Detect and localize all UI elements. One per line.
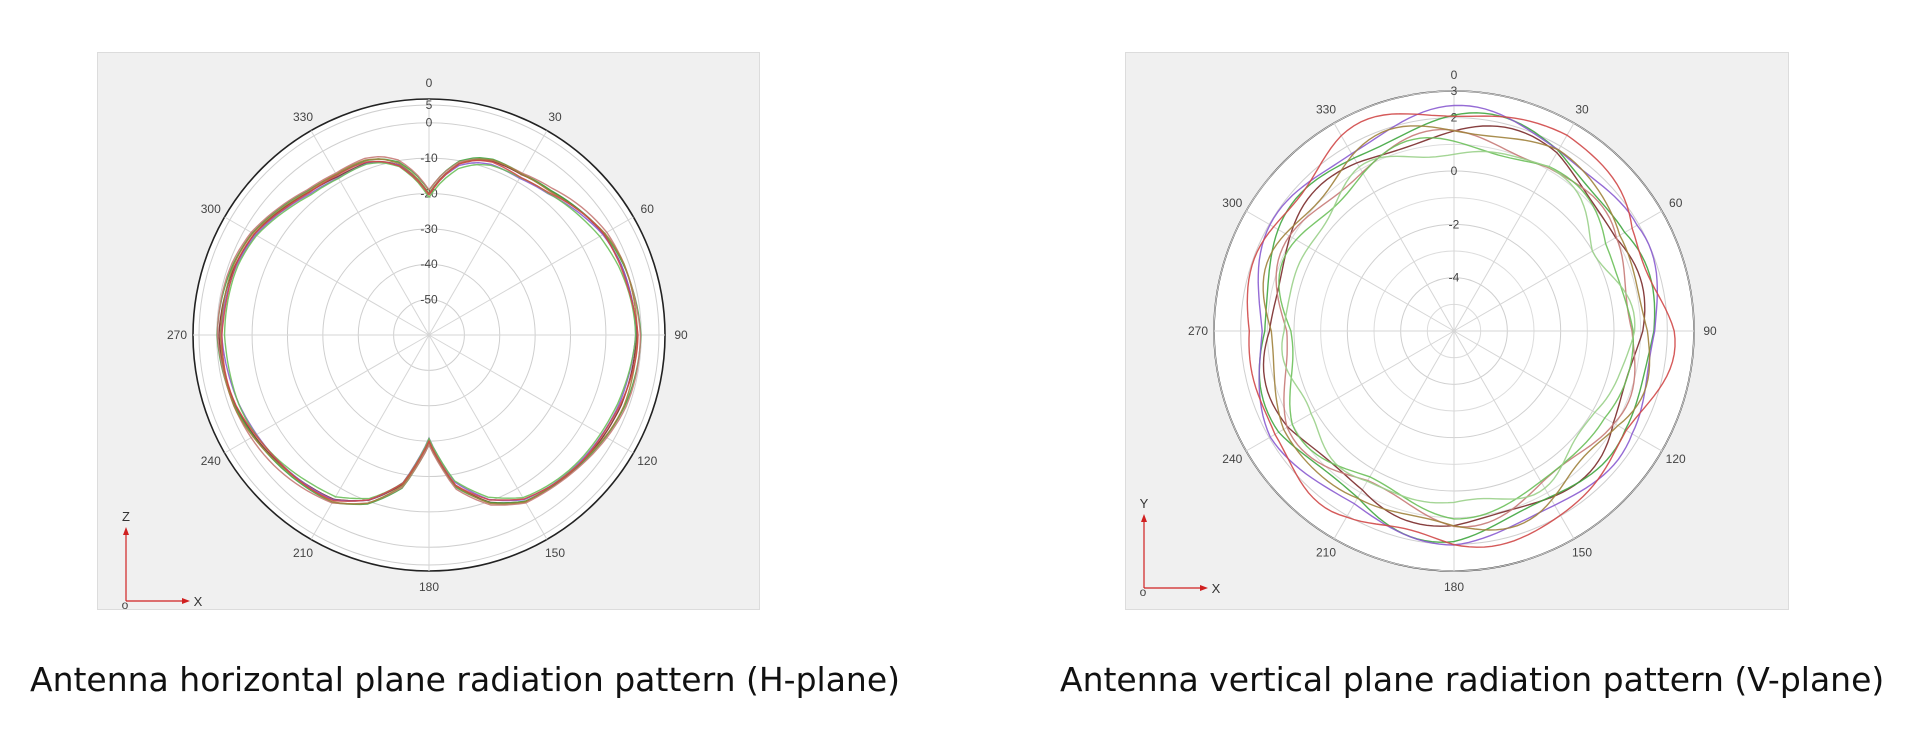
h-plane-caption: Antenna horizontal plane radiation patte… xyxy=(30,660,901,699)
angle-tick-label: 270 xyxy=(1188,324,1208,338)
angle-tick-label: 210 xyxy=(1316,546,1336,560)
angle-spoke xyxy=(1245,210,1455,332)
radial-tick-label: -10 xyxy=(420,151,438,165)
radial-tick-label: -50 xyxy=(420,293,438,307)
angle-spoke xyxy=(428,334,634,454)
pattern-series-line xyxy=(221,159,639,502)
angle-spoke xyxy=(1453,122,1575,332)
pattern-series-line xyxy=(223,161,637,500)
angle-tick-label: 150 xyxy=(545,546,565,560)
radial-tick-label: -40 xyxy=(420,257,438,271)
angle-tick-label: 120 xyxy=(637,454,657,468)
axis-indicator-vertical-label: Y xyxy=(1140,496,1149,511)
axis-indicator-origin-label: o xyxy=(122,598,129,609)
angle-spoke xyxy=(1245,330,1455,452)
angle-spoke xyxy=(1453,330,1575,540)
angle-spoke xyxy=(1453,210,1663,332)
h-plane-polar-chart: 030609012015018021024027030033050-10-20-… xyxy=(122,76,688,609)
radial-tick-label: -4 xyxy=(1449,271,1460,285)
v-plane-chart-panel: 0 30 60 90 120 150 180 210 240 270 300 330 3 2 0 -2 -4 Y X… xyxy=(1125,52,1789,610)
angle-spoke xyxy=(224,334,430,454)
angle-tick-label: 30 xyxy=(548,110,562,124)
axis-indicator-horizontal-label: X xyxy=(1212,581,1221,596)
pattern-series-line xyxy=(1246,113,1676,548)
angle-tick-label: 0 xyxy=(426,76,433,90)
angle-spoke xyxy=(428,334,548,540)
angle-tick-label: 240 xyxy=(1222,452,1242,466)
angle-tick-label: 60 xyxy=(1669,196,1683,210)
angle-tick-label: 120 xyxy=(1666,452,1686,466)
angle-tick-label: 330 xyxy=(1316,102,1336,116)
axis-indicator-vertical-label: Z xyxy=(122,509,130,524)
angle-tick-label: 270 xyxy=(167,328,187,342)
pattern-series-line xyxy=(1278,136,1635,520)
angle-tick-label: 30 xyxy=(1575,102,1589,116)
angle-tick-label: 180 xyxy=(1444,580,1464,594)
axis-indicator-origin-label: o xyxy=(1140,585,1147,599)
pattern-series-line xyxy=(1262,125,1651,531)
angle-tick-label: 90 xyxy=(1703,324,1717,338)
angle-tick-label: 240 xyxy=(201,454,221,468)
angle-tick-label: 0 xyxy=(1451,68,1458,82)
v-plane-caption: Antenna vertical plane radiation pattern… xyxy=(1060,660,1885,699)
angle-spoke xyxy=(428,130,548,336)
axis-indicator-horizontal-label: X xyxy=(194,594,203,609)
h-plane-chart-panel: 0 30 60 90 120 150 180 210 240 270 300 330 5 0 -10 -20-… xyxy=(97,52,760,610)
v-plane-polar-chart: 0 30 60 90 120 150 180 210 240 270 300 330 3 2 0 -2 -4 Y X… xyxy=(1140,68,1717,599)
angle-tick-label: 90 xyxy=(674,328,688,342)
axis-indicator-arrow xyxy=(1200,585,1208,591)
radial-tick-label: 2 xyxy=(1451,111,1458,125)
angle-tick-label: 210 xyxy=(293,546,313,560)
angle-tick-label: 150 xyxy=(1572,546,1592,560)
angle-tick-label: 300 xyxy=(201,202,221,216)
radial-tick-label: 0 xyxy=(426,116,433,130)
angle-tick-label: 180 xyxy=(419,580,439,594)
axis-indicator-arrow xyxy=(123,527,129,535)
angle-spoke xyxy=(310,334,430,540)
pattern-series-line xyxy=(1281,150,1636,504)
radial-tick-label: -2 xyxy=(1449,217,1460,231)
radial-tick-label: -30 xyxy=(420,222,438,236)
angle-tick-label: 60 xyxy=(641,202,655,216)
radial-tick-label: 5 xyxy=(426,98,433,112)
angle-spoke xyxy=(224,216,430,336)
radial-tick-label: 0 xyxy=(1451,164,1458,178)
angle-tick-label: 330 xyxy=(293,110,313,124)
radial-tick-label: 3 xyxy=(1451,84,1458,98)
pattern-series-line xyxy=(1258,112,1656,543)
axis-indicator-arrow xyxy=(182,598,190,604)
angle-tick-label: 300 xyxy=(1222,196,1242,210)
angle-spoke xyxy=(1453,330,1663,452)
pattern-series-line xyxy=(216,155,642,506)
angle-spoke xyxy=(310,130,430,336)
axis-indicator-arrow xyxy=(1141,514,1147,522)
